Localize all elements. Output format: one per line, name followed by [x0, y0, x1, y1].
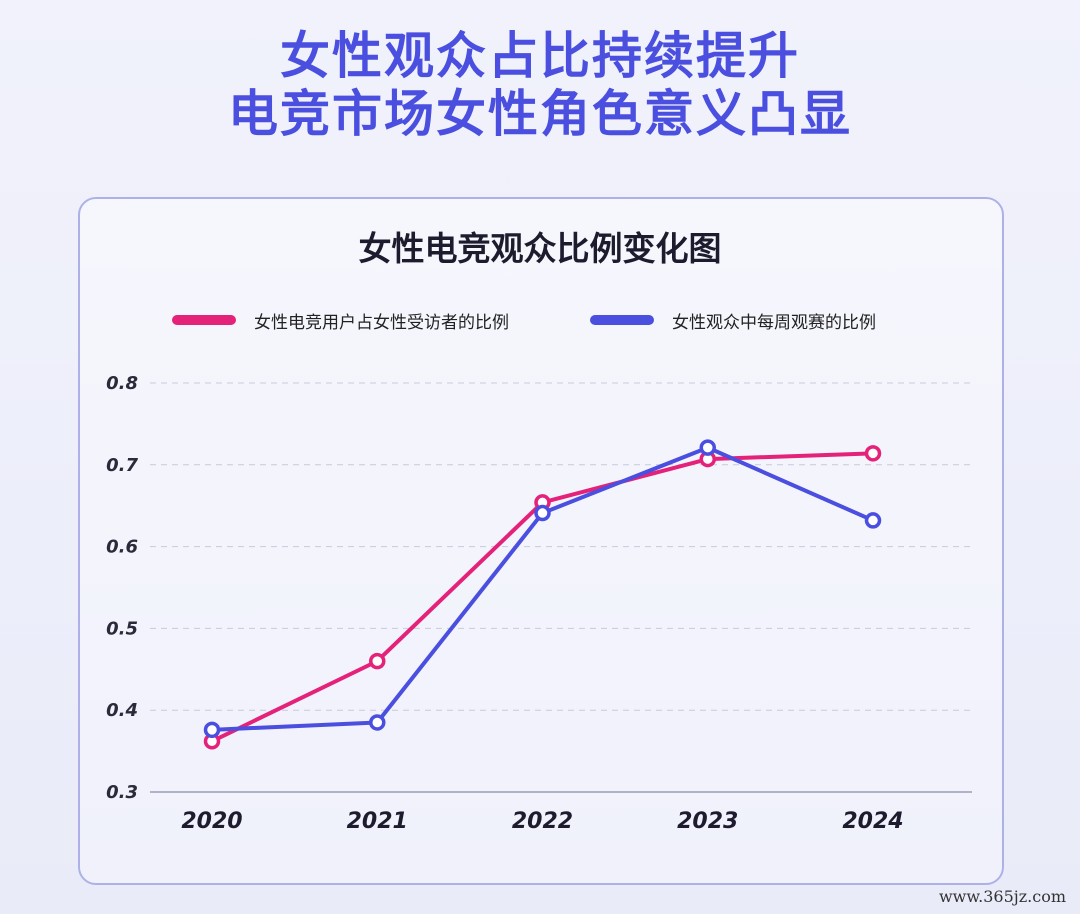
chart-card [78, 197, 1004, 885]
legend-swatch-weekly-viewers [590, 315, 654, 325]
legend-label-female-users: 女性电竞用户占女性受访者的比例 [254, 312, 509, 333]
x-tick-label-2024: 2024 [842, 809, 903, 834]
data-point-s0-2021 [369, 652, 386, 670]
legend-item-weekly-viewers: 女性观众中每周观赛的比例 [590, 306, 876, 334]
data-point-s1-2022 [534, 504, 551, 522]
data-point-s1-2020 [203, 721, 221, 739]
y-tick-label-0.8: 0.8 [106, 373, 138, 394]
y-tick-label-0.6: 0.6 [106, 537, 138, 558]
data-point-s1-2023 [699, 439, 716, 456]
legend-swatch-female-users [172, 315, 236, 325]
legend-label-weekly-viewers: 女性观众中每周观赛的比例 [672, 312, 876, 333]
chart-title: 女性电竞观众比例变化图 [358, 229, 722, 268]
watermark: www.365jz.com [938, 887, 1066, 906]
y-tick-label-0.3: 0.3 [106, 782, 138, 803]
x-tick-label-2020: 2020 [181, 809, 242, 834]
y-tick-label-0.4: 0.4 [106, 700, 138, 721]
y-tick-label-0.7: 0.7 [106, 455, 138, 476]
x-tick-label-2021: 2021 [347, 809, 408, 834]
legend-item-female-users: 女性电竞用户占女性受访者的比例 [172, 306, 509, 334]
series-line-1 [210, 445, 875, 732]
data-point-s0-2024 [864, 445, 882, 462]
headline-line-2: 电竞市场女性角色意义凸显 [228, 85, 852, 143]
x-tick-label-2022: 2022 [512, 809, 573, 834]
data-point-s1-2021 [369, 714, 386, 731]
data-point-s1-2024 [864, 512, 882, 529]
y-tick-label-0.5: 0.5 [106, 618, 138, 639]
x-tick-label-2023: 2023 [677, 809, 738, 834]
headline-line-1: 女性观众占比持续提升 [280, 27, 800, 85]
